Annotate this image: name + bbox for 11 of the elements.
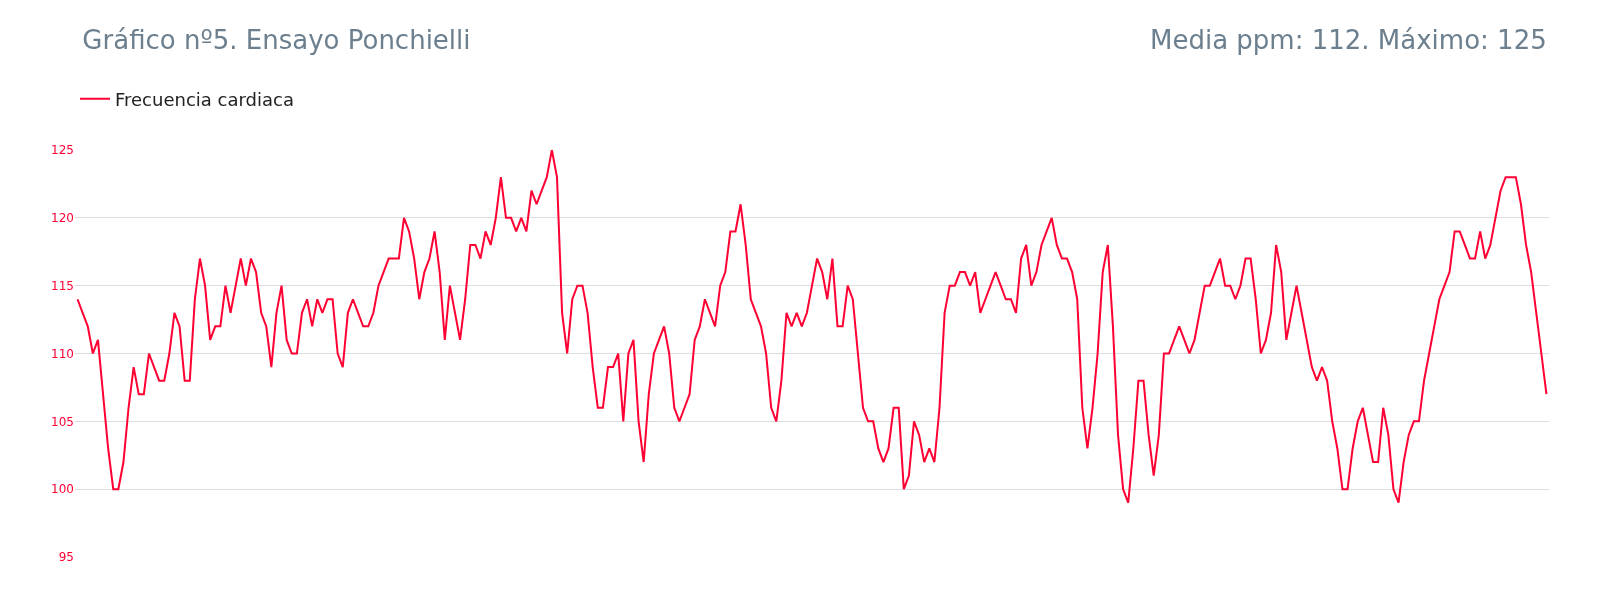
y-tick-label: 115: [51, 278, 74, 293]
line-series: [76, 150, 1548, 504]
y-tick-label: 125: [51, 143, 74, 158]
y-tick-label: 95: [58, 550, 74, 565]
y-tick-label: 110: [51, 346, 74, 361]
legend-label: Frecuencia cardiaca: [115, 88, 294, 110]
y-tick-label: 105: [51, 414, 74, 429]
y-tick-label: 120: [51, 211, 74, 226]
chart-title: Gráfico nº5. Ensayo Ponchielli: [82, 25, 471, 56]
y-tick-label: 100: [51, 482, 74, 497]
chart-subtitle: Media ppm: 112. Máximo: 125: [1150, 25, 1547, 55]
